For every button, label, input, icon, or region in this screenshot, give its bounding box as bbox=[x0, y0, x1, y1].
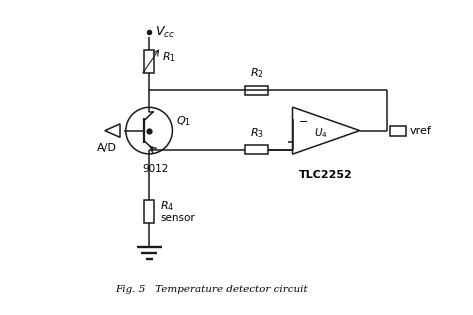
Text: 9012: 9012 bbox=[143, 164, 169, 174]
Text: $-$: $-$ bbox=[298, 115, 308, 125]
Text: TLC2252: TLC2252 bbox=[299, 170, 353, 180]
Text: $R_2$: $R_2$ bbox=[250, 67, 263, 80]
Text: A/D: A/D bbox=[96, 143, 116, 153]
Bar bbox=[390, 126, 406, 135]
Bar bbox=[245, 145, 268, 154]
Text: $V_{cc}$: $V_{cc}$ bbox=[155, 25, 175, 40]
Bar bbox=[144, 200, 154, 223]
Text: $R_1$: $R_1$ bbox=[162, 51, 175, 65]
Bar bbox=[144, 49, 154, 73]
Text: Fig. 5   Temperature detector circuit: Fig. 5 Temperature detector circuit bbox=[115, 285, 308, 294]
Text: $R_3$: $R_3$ bbox=[250, 126, 263, 140]
Text: sensor: sensor bbox=[160, 213, 195, 223]
Bar bbox=[245, 86, 268, 95]
Text: $Q_1$: $Q_1$ bbox=[176, 114, 191, 128]
Text: vref: vref bbox=[410, 126, 431, 136]
Text: $R_4$: $R_4$ bbox=[160, 199, 175, 213]
Text: $U_4$: $U_4$ bbox=[314, 126, 328, 140]
